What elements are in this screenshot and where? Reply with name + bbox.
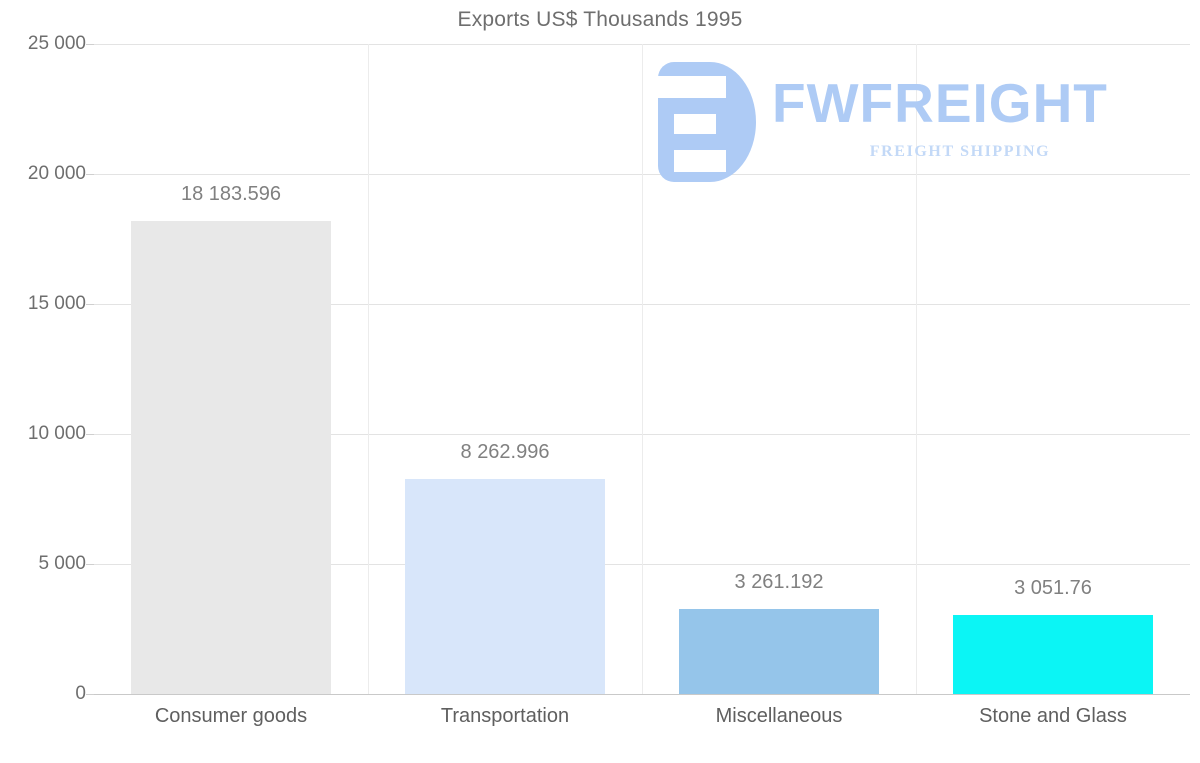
- y-axis-tick-label: 10 000: [27, 423, 86, 444]
- bar[interactable]: [679, 609, 879, 694]
- bar-value-label: 3 051.76: [1014, 576, 1092, 599]
- bar-value-label: 18 183.596: [180, 183, 282, 206]
- bar[interactable]: [131, 221, 331, 694]
- x-axis-tick-label: Stone and Glass: [979, 705, 1127, 727]
- chart-title: Exports US$ Thousands 1995: [457, 8, 743, 31]
- x-axis-tick-label: Transportation: [440, 705, 570, 727]
- y-axis-tick-label: 25 000: [27, 33, 86, 54]
- bar[interactable]: [405, 479, 605, 694]
- plot-area: [94, 44, 1190, 695]
- bar-value-label: 8 262.996: [460, 441, 550, 464]
- y-axis-tick-mark: [86, 694, 94, 695]
- y-axis-tick-label: 15 000: [27, 293, 86, 314]
- y-axis-tick-mark: [86, 44, 94, 45]
- y-axis-tick-label: 0: [75, 683, 86, 704]
- bar-value-label: 3 261.192: [734, 571, 824, 594]
- gridline-vertical: [642, 44, 643, 694]
- x-axis-tick-label: Miscellaneous: [715, 705, 843, 727]
- gridline-vertical: [368, 44, 369, 694]
- y-axis-tick-label: 5 000: [38, 553, 86, 574]
- y-axis-tick-mark: [86, 304, 94, 305]
- x-axis-tick-label: Consumer goods: [154, 705, 308, 727]
- gridline-vertical: [916, 44, 917, 694]
- y-axis-tick-label: 20 000: [27, 163, 86, 184]
- bar[interactable]: [953, 614, 1153, 694]
- y-axis-tick-mark: [86, 174, 94, 175]
- y-axis-tick-mark: [86, 434, 94, 435]
- gridline-horizontal: [94, 694, 1190, 695]
- y-axis-tick-mark: [86, 564, 94, 565]
